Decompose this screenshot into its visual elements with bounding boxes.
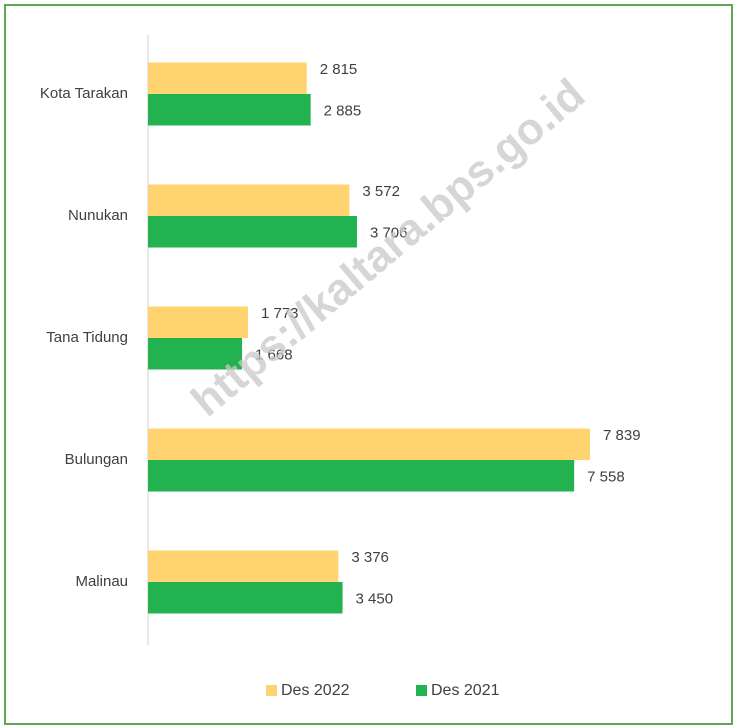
bar <box>148 306 248 338</box>
bar <box>148 216 357 248</box>
data-label: 2 885 <box>324 103 362 120</box>
data-label: 3 376 <box>351 549 389 566</box>
data-label: 3 706 <box>370 225 408 242</box>
y-tick-label: Tana Tidung <box>46 329 128 346</box>
bar <box>148 94 311 126</box>
data-label: 7 558 <box>587 469 625 486</box>
data-label: 3 572 <box>362 183 400 200</box>
legend-label: Des 2021 <box>431 682 500 699</box>
legend-swatch <box>266 685 277 696</box>
data-label: 3 450 <box>356 591 394 608</box>
bar <box>148 428 590 460</box>
y-tick-label: Nunukan <box>68 207 128 224</box>
data-label: 1 668 <box>255 347 293 364</box>
bar <box>148 338 243 370</box>
legend-swatch <box>416 685 427 696</box>
bar <box>148 62 307 94</box>
data-label: 7 839 <box>603 427 641 444</box>
y-tick-label: Kota Tarakan <box>40 85 128 102</box>
data-label: 1 773 <box>261 305 299 322</box>
data-label: 2 815 <box>320 61 358 78</box>
bar <box>148 550 339 582</box>
y-tick-label: Malinau <box>75 573 128 590</box>
y-tick-label: Bulungan <box>65 451 128 468</box>
frame <box>4 4 733 725</box>
bar <box>148 184 350 216</box>
bar <box>148 460 575 492</box>
bar <box>148 582 343 614</box>
legend-label: Des 2022 <box>281 682 350 699</box>
